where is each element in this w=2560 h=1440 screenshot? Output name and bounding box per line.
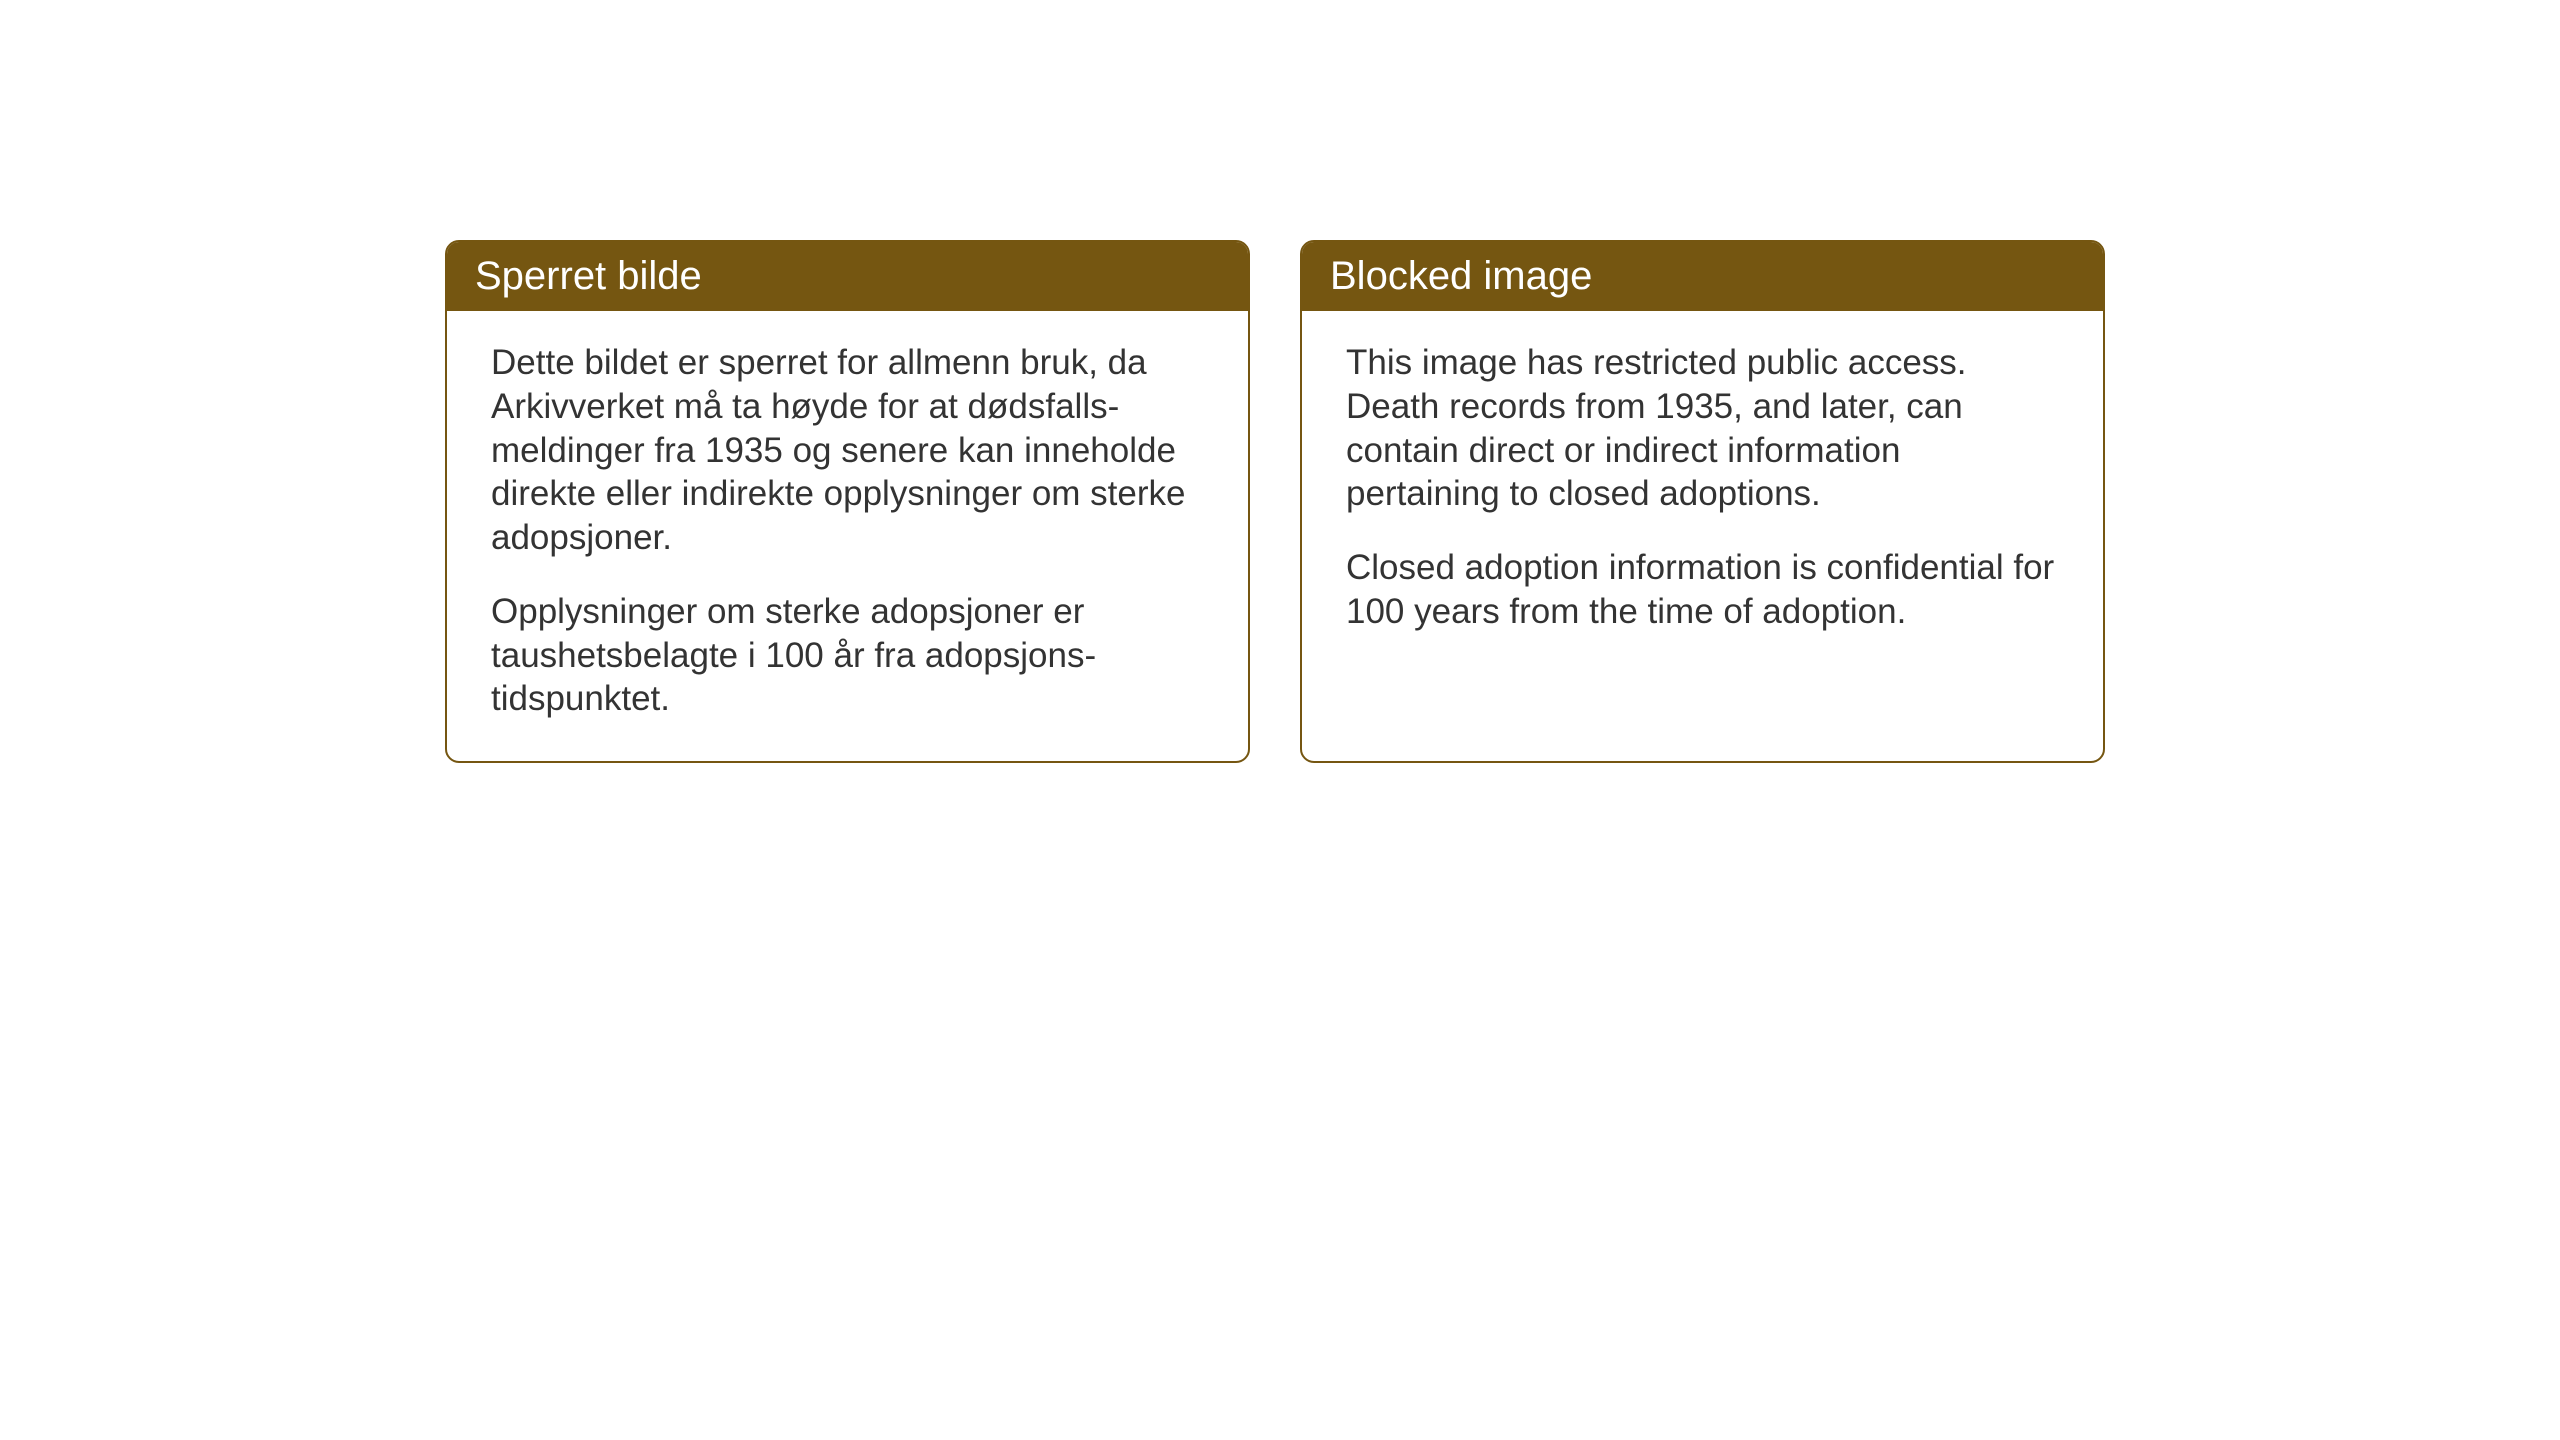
norwegian-notice-card: Sperret bilde Dette bildet er sperret fo… <box>445 240 1250 763</box>
english-paragraph-1: This image has restricted public access.… <box>1346 341 2059 516</box>
norwegian-paragraph-1: Dette bildet er sperret for allmenn bruk… <box>491 341 1204 560</box>
english-card-body: This image has restricted public access.… <box>1302 311 2103 674</box>
norwegian-card-body: Dette bildet er sperret for allmenn bruk… <box>447 311 1248 761</box>
norwegian-paragraph-2: Opplysninger om sterke adopsjoner er tau… <box>491 590 1204 721</box>
english-paragraph-2: Closed adoption information is confident… <box>1346 546 2059 634</box>
english-notice-card: Blocked image This image has restricted … <box>1300 240 2105 763</box>
english-card-title: Blocked image <box>1302 242 2103 311</box>
notice-container: Sperret bilde Dette bildet er sperret fo… <box>445 240 2105 763</box>
norwegian-card-title: Sperret bilde <box>447 242 1248 311</box>
